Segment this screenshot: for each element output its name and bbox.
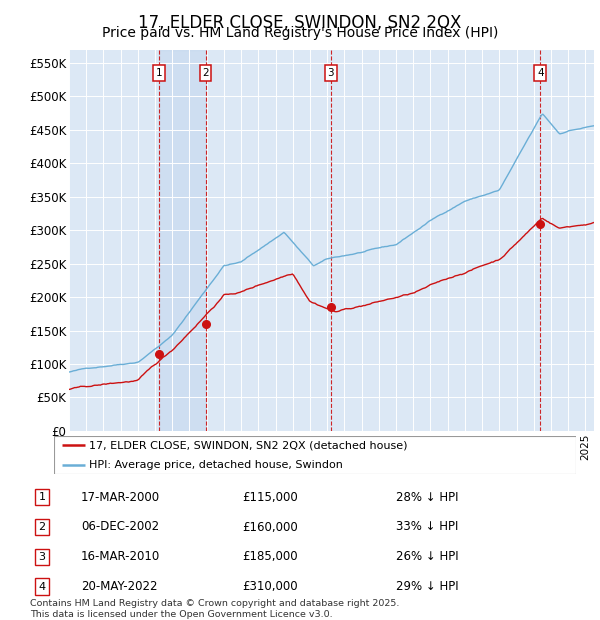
- Text: 4: 4: [38, 582, 46, 591]
- Text: 28% ↓ HPI: 28% ↓ HPI: [396, 491, 458, 503]
- Text: 1: 1: [155, 68, 162, 78]
- Text: £185,000: £185,000: [242, 551, 298, 563]
- Text: £160,000: £160,000: [242, 521, 298, 533]
- Text: 33% ↓ HPI: 33% ↓ HPI: [396, 521, 458, 533]
- Text: 17, ELDER CLOSE, SWINDON, SN2 2QX (detached house): 17, ELDER CLOSE, SWINDON, SN2 2QX (detac…: [89, 440, 408, 451]
- Text: 2: 2: [38, 522, 46, 532]
- Text: 20-MAY-2022: 20-MAY-2022: [81, 580, 157, 593]
- Text: £310,000: £310,000: [242, 580, 298, 593]
- Bar: [158, 50, 206, 431]
- Text: Contains HM Land Registry data © Crown copyright and database right 2025.
This d: Contains HM Land Registry data © Crown c…: [30, 600, 400, 619]
- Text: 29% ↓ HPI: 29% ↓ HPI: [396, 580, 458, 593]
- Text: Price paid vs. HM Land Registry's House Price Index (HPI): Price paid vs. HM Land Registry's House …: [102, 26, 498, 40]
- Text: 06-DEC-2002: 06-DEC-2002: [81, 521, 159, 533]
- Text: 17, ELDER CLOSE, SWINDON, SN2 2QX: 17, ELDER CLOSE, SWINDON, SN2 2QX: [139, 14, 461, 32]
- Text: £115,000: £115,000: [242, 491, 298, 503]
- Text: 16-MAR-2010: 16-MAR-2010: [81, 551, 160, 563]
- Text: 2: 2: [202, 68, 209, 78]
- Text: HPI: Average price, detached house, Swindon: HPI: Average price, detached house, Swin…: [89, 459, 343, 470]
- Text: 1: 1: [38, 492, 46, 502]
- Text: 17-MAR-2000: 17-MAR-2000: [81, 491, 160, 503]
- Text: 4: 4: [537, 68, 544, 78]
- Text: 3: 3: [38, 552, 46, 562]
- Text: 3: 3: [328, 68, 334, 78]
- Text: 26% ↓ HPI: 26% ↓ HPI: [396, 551, 458, 563]
